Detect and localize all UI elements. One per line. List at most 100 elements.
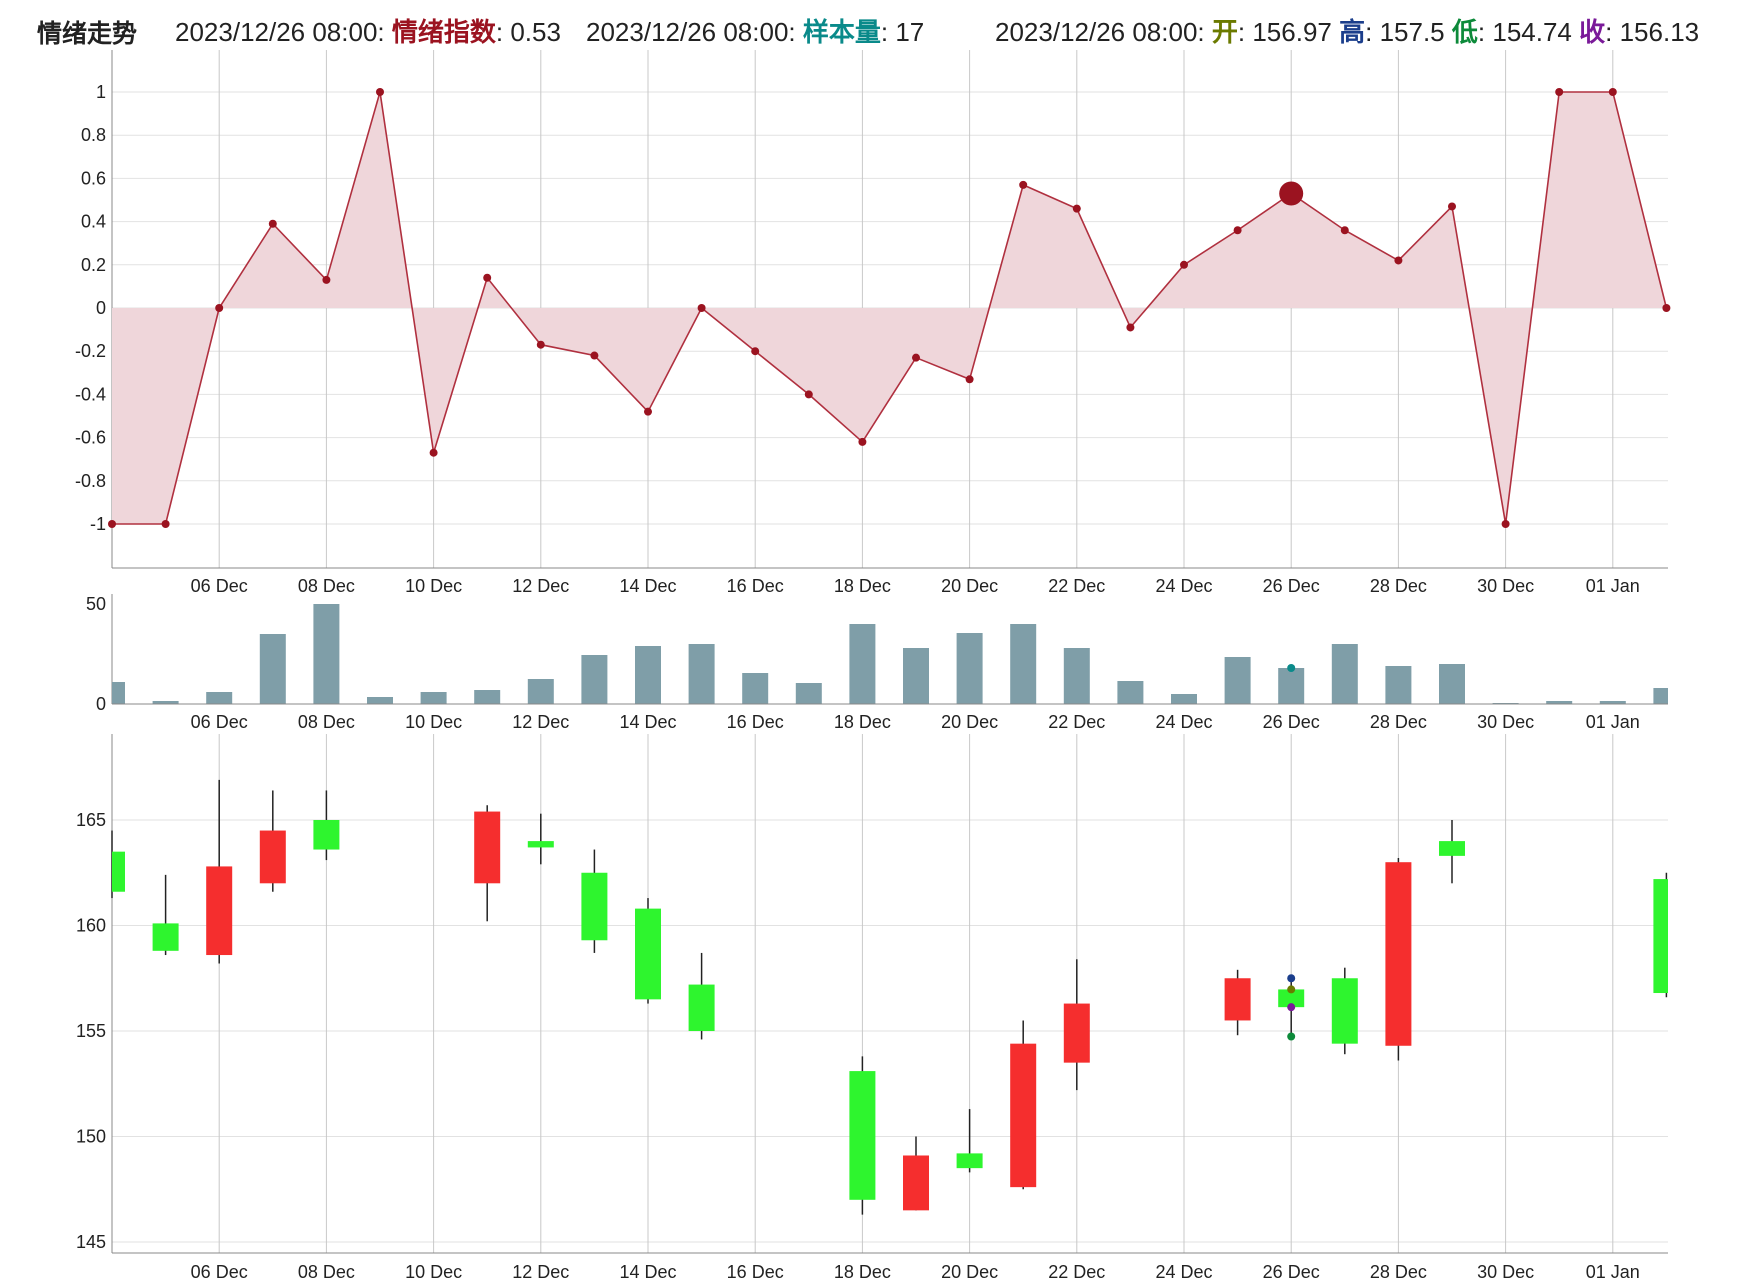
open-value: 156.97 — [1252, 17, 1332, 47]
sentiment-readout: 2023/12/26 08:00: 情绪指数: 0.53 — [175, 17, 561, 47]
price-y-tick-label: 165 — [76, 810, 106, 830]
sample-bar — [1063, 648, 1090, 704]
close-label: 收 — [1579, 17, 1606, 47]
price-candle-body — [152, 923, 179, 951]
sentiment-point — [161, 520, 170, 528]
sentiment-x-tick-label: 26 Dec — [1263, 576, 1320, 596]
sample-value: 17 — [895, 17, 925, 47]
sentiment-x-tick-label: 24 Dec — [1155, 576, 1212, 596]
sentiment-point — [108, 520, 116, 528]
sentiment-point — [858, 437, 867, 446]
price-candle-body — [688, 984, 715, 1031]
sample-bar — [527, 679, 554, 704]
sample-x-tick-label: 08 Dec — [298, 712, 355, 732]
sample-size-bar-chart: 0 50 06 Dec 08 Dec 10 Dec 12 Dec 14 Dec 16 Dec 1… — [86, 594, 1668, 732]
sample-bar — [1117, 681, 1144, 704]
sentiment-x-tick-label: 10 Dec — [405, 576, 462, 596]
sentiment-y-tick-label: 0.2 — [81, 255, 106, 275]
price-candle-body — [313, 820, 340, 850]
sentiment-point — [429, 448, 438, 457]
sentiment-point — [1555, 88, 1564, 96]
price-candle-body — [1063, 1003, 1090, 1063]
sentiment-point — [590, 351, 599, 360]
sample-x-tick-label: 26 Dec — [1263, 712, 1320, 732]
sentiment-y-tick-label: 0.6 — [81, 168, 106, 188]
sample-label: 样本量 — [802, 17, 881, 47]
sample-bar — [795, 683, 822, 704]
high-value: 157.5 — [1379, 17, 1445, 47]
price-candle-body — [206, 866, 233, 956]
sentiment-y-tick-label: -0.2 — [75, 341, 106, 361]
sentiment-x-tick-label: 06 Dec — [191, 576, 248, 596]
chart-title: 情绪走势 — [37, 20, 138, 48]
sentiment-y-tick-label: -0.8 — [75, 471, 106, 491]
sample-x-tick-label: 06 Dec — [191, 712, 248, 732]
price-y-tick-label: 145 — [76, 1232, 106, 1252]
sentiment-point — [1340, 226, 1349, 235]
sentiment-point — [697, 304, 706, 312]
sentiment-point — [322, 275, 331, 284]
price-candle-body — [903, 1155, 929, 1211]
chart-header: 情绪走势 2023/12/26 08:00: 情绪指数: 0.53 2023/1… — [0, 0, 1749, 58]
sentiment-value: 0.53 — [510, 17, 561, 47]
price-candle-body — [474, 811, 501, 884]
sample-bar — [1331, 644, 1358, 704]
sentiment-y-tick-label: -1 — [90, 514, 106, 534]
sentiment-point — [912, 353, 920, 362]
sample-bar — [1653, 688, 1668, 704]
sample-x-tick-label: 20 Dec — [941, 712, 998, 732]
sentiment-point — [1448, 202, 1456, 211]
price-candlestick-chart: 145 150 155 160 165 06 Dec 08 Dec 10 Dec 12 Dec 1… — [76, 734, 1668, 1282]
low-value: 154.74 — [1492, 17, 1572, 47]
sentiment-highlight-point — [1279, 181, 1304, 206]
price-x-tick-label: 01 Jan — [1586, 1262, 1640, 1282]
sample-bar — [112, 682, 125, 704]
sentiment-x-tick-label: 14 Dec — [619, 576, 676, 596]
sentiment-point — [1072, 204, 1081, 213]
sample-bar — [474, 690, 501, 704]
sample-x-tick-label: 01 Jan — [1586, 712, 1640, 732]
sentiment-x-tick-label: 12 Dec — [512, 576, 569, 596]
sample-bar — [1010, 624, 1037, 704]
sample-bar — [313, 604, 340, 704]
sentiment-point — [1608, 88, 1617, 96]
sentiment-x-tick-label: 30 Dec — [1477, 576, 1534, 596]
sample-x-tick-label: 16 Dec — [727, 712, 784, 732]
price-candle-body — [1010, 1043, 1037, 1188]
sentiment-point — [1662, 304, 1671, 312]
price-x-tick-label: 10 Dec — [405, 1262, 462, 1282]
sample-bar — [688, 644, 715, 704]
sentiment-point — [1180, 260, 1188, 269]
price-candle-body — [1439, 841, 1465, 856]
sentiment-y-tick-label: 0 — [96, 298, 106, 318]
sample-readout: 2023/12/26 08:00: 样本量: 17 — [586, 17, 925, 47]
sample-date: 2023/12/26 08:00 — [586, 17, 789, 47]
sentiment-area-chart: -1 -0.8 -0.6 -0.4 -0.2 0 0.2 0.4 0.6 0.8 1 06 Dec 08… — [75, 50, 1671, 596]
sample-x-tick-label: 12 Dec — [512, 712, 569, 732]
sample-highlight-point — [1287, 664, 1296, 672]
sample-bar — [206, 692, 233, 704]
close-value: 156.13 — [1619, 17, 1700, 47]
price-x-tick-label: 08 Dec — [298, 1262, 355, 1282]
sentiment-point — [804, 390, 813, 399]
price-x-tick-label: 24 Dec — [1155, 1262, 1212, 1282]
sample-bar — [152, 701, 179, 704]
sentiment-x-tick-label: 01 Jan — [1586, 576, 1640, 596]
sentiment-x-tick-label: 16 Dec — [727, 576, 784, 596]
sample-bar — [367, 697, 393, 704]
sentiment-x-tick-label: 08 Dec — [298, 576, 355, 596]
sentiment-line — [112, 91, 1668, 525]
sample-x-tick-label: 28 Dec — [1370, 712, 1427, 732]
sample-bar — [1439, 664, 1465, 704]
sample-bar — [742, 673, 769, 704]
sentiment-x-tick-label: 20 Dec — [941, 576, 998, 596]
price-x-tick-label: 26 Dec — [1263, 1262, 1320, 1282]
sentiment-point — [1126, 323, 1135, 332]
sentiment-point — [1501, 520, 1510, 528]
sentiment-y-tick-label: 0.8 — [81, 125, 106, 145]
sample-bar — [635, 646, 661, 704]
price-close-marker — [1287, 1003, 1296, 1012]
price-x-tick-label: 18 Dec — [834, 1262, 891, 1282]
sentiment-point — [215, 304, 224, 312]
sentiment-area-fill — [112, 92, 1667, 524]
